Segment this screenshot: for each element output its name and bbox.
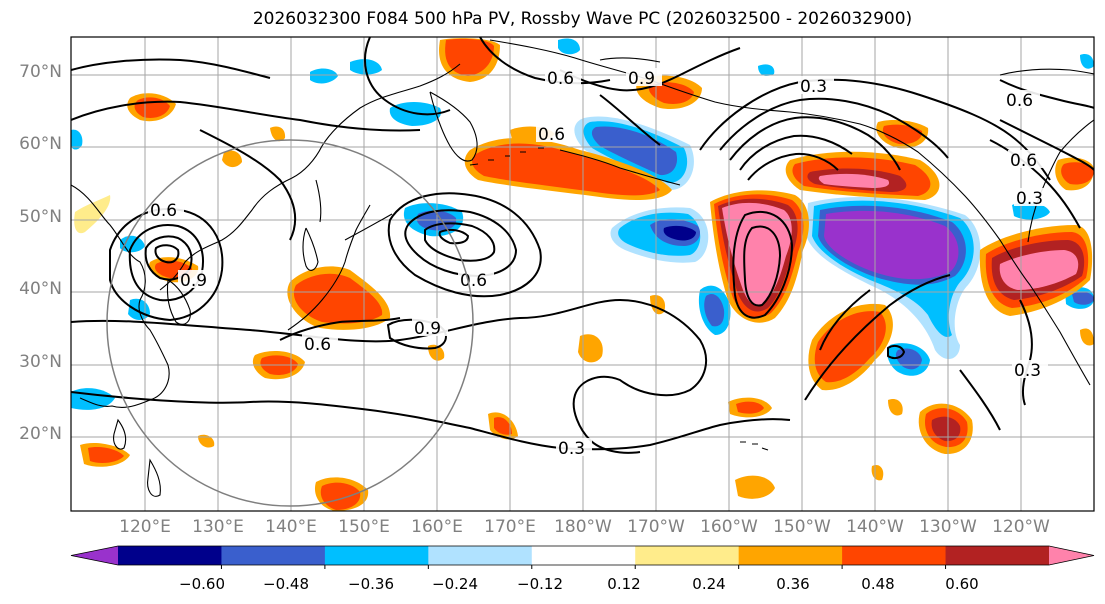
lon-tick-label: 170°E bbox=[484, 517, 536, 537]
map-frame bbox=[70, 36, 1095, 512]
lon-tick-label: 120°E bbox=[119, 517, 171, 537]
contour-label: 0.3 bbox=[1016, 189, 1043, 209]
colorbar-tick-label: −0.12 bbox=[517, 575, 563, 593]
lon-tick-label: 150°W bbox=[773, 517, 831, 537]
colorbar-swatch bbox=[635, 546, 740, 565]
colorbar-swatch bbox=[738, 546, 843, 565]
contour-label: 0.9 bbox=[628, 69, 655, 89]
colorbar-tick-label: −0.24 bbox=[432, 575, 478, 593]
colorbar-tick-label: 0.36 bbox=[776, 575, 810, 593]
map-title: 2026032300 F084 500 hPa PV, Rossby Wave … bbox=[252, 9, 913, 29]
colorbar-swatch bbox=[428, 546, 533, 565]
contour-label: 0.3 bbox=[1014, 361, 1041, 381]
lon-tick-label: 120°W bbox=[992, 517, 1050, 537]
contour-label: 0.6 bbox=[1006, 91, 1033, 111]
contour-label: 0.9 bbox=[180, 271, 207, 291]
colorbar-tick-label: 0.48 bbox=[861, 575, 895, 593]
lat-tick-label: 20°N bbox=[19, 424, 62, 444]
colorbar-outline bbox=[70, 545, 1095, 566]
lon-tick-label: 170°W bbox=[627, 517, 685, 537]
contour-label: 0.6 bbox=[150, 201, 177, 221]
lat-tick-label: 60°N bbox=[19, 134, 62, 154]
lon-tick-label: 140°W bbox=[846, 517, 904, 537]
colorbar-tick-label: −0.36 bbox=[348, 575, 394, 593]
contour-label: 0.3 bbox=[558, 439, 585, 459]
lon-tick-label: 140°E bbox=[265, 517, 317, 537]
colorbar-swatch bbox=[842, 546, 947, 565]
contour-label: 0.3 bbox=[800, 77, 827, 97]
contour-label: 0.6 bbox=[304, 335, 331, 355]
pv-shading bbox=[71, 38, 1094, 511]
lat-tick-label: 50°N bbox=[19, 207, 62, 227]
lat-tick-label: 70°N bbox=[19, 62, 62, 82]
colorbar-extend-max bbox=[1049, 546, 1094, 565]
map-content: 0.3 0.3 0.6 0.6 0.6 0.9 0.6 0.3 0.6 0.9 … bbox=[71, 37, 1094, 511]
lon-tick-label: 130°E bbox=[192, 517, 244, 537]
lat-tick-label: 40°N bbox=[19, 279, 62, 299]
colorbar-tick-label: 0.12 bbox=[607, 575, 641, 593]
region-circle bbox=[106, 139, 474, 507]
contour-label: 0.6 bbox=[1010, 151, 1037, 171]
contour-labels: 0.3 0.3 0.6 0.6 0.6 0.9 0.6 0.3 0.6 0.9 … bbox=[148, 68, 1050, 459]
colorbar-swatch bbox=[531, 546, 636, 565]
colorbar-swatch bbox=[118, 546, 222, 565]
contour-label: 0.6 bbox=[547, 69, 574, 89]
colorbar-extend-min bbox=[71, 546, 118, 565]
colorbar bbox=[70, 545, 1095, 569]
lon-tick-label: 150°E bbox=[338, 517, 390, 537]
lon-tick-label: 160°E bbox=[411, 517, 463, 537]
lat-tick-label: 30°N bbox=[19, 352, 62, 372]
lon-tick-label: 130°W bbox=[919, 517, 977, 537]
contour-label: 0.6 bbox=[538, 125, 565, 145]
contour-label: 0.9 bbox=[414, 319, 441, 339]
lon-tick-label: 160°W bbox=[700, 517, 758, 537]
colorbar-tick-label: 0.24 bbox=[692, 575, 726, 593]
contour-label: 0.6 bbox=[460, 271, 487, 291]
colorbar-swatch bbox=[324, 546, 429, 565]
pv-contours bbox=[71, 37, 1094, 454]
lon-tick-label: 180°W bbox=[554, 517, 612, 537]
colorbar-tick-label: 0.60 bbox=[945, 575, 979, 593]
colorbar-tick-label: −0.60 bbox=[179, 575, 225, 593]
colorbar-swatch bbox=[221, 546, 326, 565]
colorbar-swatch bbox=[945, 546, 1050, 565]
colorbar-tick-label: −0.48 bbox=[263, 575, 309, 593]
